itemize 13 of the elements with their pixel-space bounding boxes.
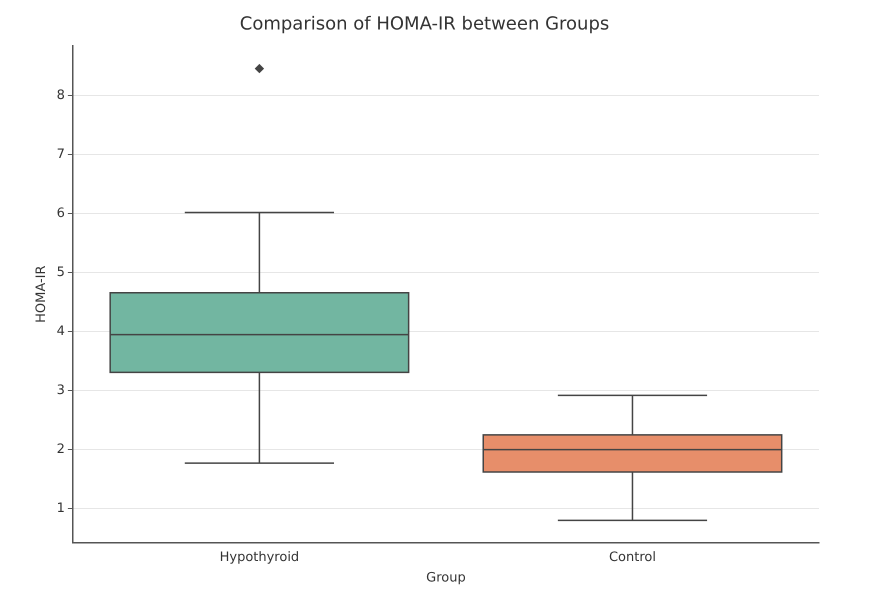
y-tick-label: 3 <box>56 383 65 398</box>
x-tick-label: Hypothyroid <box>220 550 300 565</box>
y-tick-label: 8 <box>56 88 65 104</box>
y-tick-label: 4 <box>56 324 65 340</box>
y-axis-title: HOMA-IR <box>34 266 50 323</box>
chart-title: Comparison of HOMA-IR between Groups <box>240 13 610 34</box>
y-tick-label: 6 <box>56 206 65 222</box>
x-tick-label: Control <box>608 550 656 565</box>
y-tick-label: 5 <box>56 265 65 280</box>
x-axis-title: Group <box>426 570 466 586</box>
y-tick-label: 1 <box>56 500 65 516</box>
y-tick-label: 7 <box>56 147 65 162</box>
y-tick-label: 2 <box>56 442 65 457</box>
